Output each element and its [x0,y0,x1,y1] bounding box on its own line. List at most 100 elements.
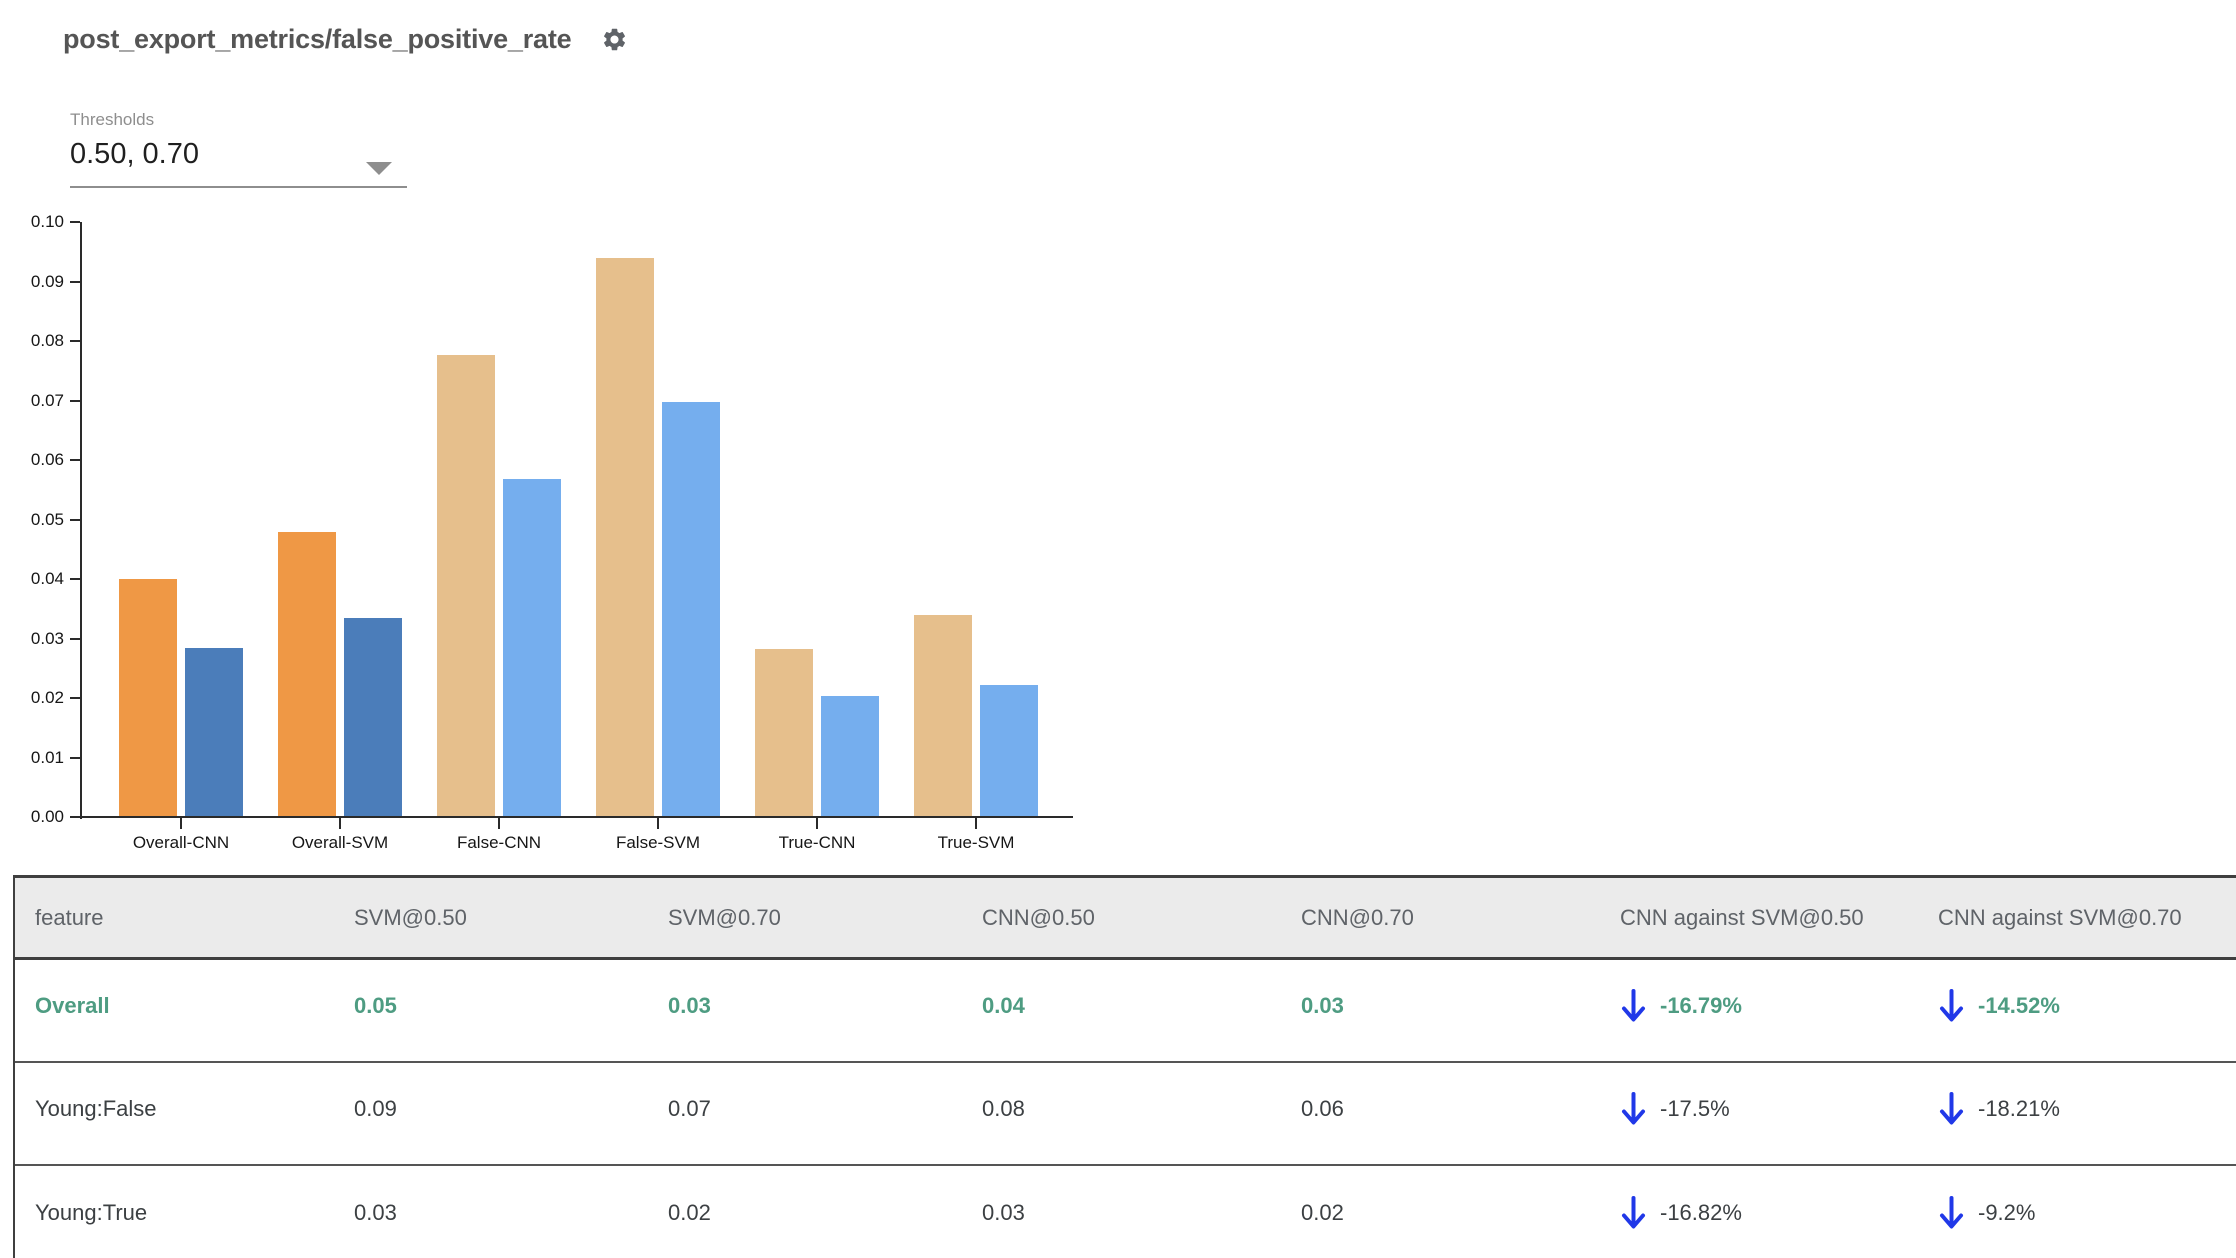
table-row-overall[interactable]: Overall 0.05 0.03 0.04 0.03 -16.79% -14.… [15,960,2236,1063]
column-header-feature: feature [35,904,104,930]
table-header-row: feature SVM@0.50 SVM@0.70 CNN@0.50 CNN@0… [15,878,2236,960]
arrow-downward-icon [1622,1195,1645,1228]
y-tick-mark [70,518,80,521]
y-tick-label: 0.02 [30,688,64,707]
column-header-cnn-vs-svm-050: CNN against SVM@0.50 [1620,904,1864,930]
dropdown-underline [70,186,407,188]
feature-cell: Young:True [35,1199,148,1225]
bar-False-CNN-threshold-0.50[interactable] [437,355,495,816]
y-tick-label: 0.06 [30,450,64,469]
arrow-downward-icon [1622,1091,1645,1124]
y-tick-mark [70,340,80,342]
delta-cell: -17.5% [1620,1091,1938,1127]
bar-True-SVM-threshold-0.50[interactable] [914,615,972,816]
delta-cell: -16.82% [1620,1195,1938,1231]
delta-cell: -9.2% [1938,1195,2236,1231]
thresholds-label: Thresholds [70,110,155,129]
y-tick-label: 0.10 [30,212,64,231]
x-tick-label-False-CNN: False-CNN [456,833,542,852]
value-cell: 0.08 [982,1095,1025,1121]
x-tick-mark [657,818,659,829]
x-tick-mark [339,818,341,829]
y-tick-mark [70,459,80,461]
y-tick-mark [70,697,80,699]
column-header-cnn-vs-svm-070: CNN against SVM@0.70 [1938,904,2182,930]
value-cell: 0.03 [1301,992,1344,1018]
y-tick-label: 0.04 [30,569,64,588]
value-cell: 0.07 [668,1095,711,1121]
page-title: post_export_metrics/false_positive_rate [63,24,572,54]
thresholds-select[interactable]: Thresholds 0.50, 0.70 [70,110,407,190]
y-tick-mark [70,756,80,759]
arrow-downward-icon [1940,1195,1963,1228]
x-axis-line [80,816,1073,818]
y-axis-line [80,222,82,819]
bar-Overall-SVM-threshold-0.70[interactable] [344,618,402,816]
delta-cell: -18.21% [1938,1091,2236,1127]
bar-False-CNN-threshold-0.70[interactable] [503,479,561,816]
bar-True-SVM-threshold-0.70[interactable] [980,685,1038,816]
value-cell: 0.02 [1301,1199,1344,1225]
y-tick-label: 0.03 [30,628,64,648]
y-tick-label: 0.00 [30,807,64,826]
bar-True-CNN-threshold-0.50[interactable] [755,649,813,816]
column-header-cnn-050: CNN@0.50 [982,904,1095,930]
delta-cell: -14.52% [1938,988,2236,1024]
bar-True-CNN-threshold-0.70[interactable] [821,696,879,816]
value-cell: 0.03 [668,992,711,1018]
delta-value: -14.52% [1978,992,2060,1018]
column-header-cnn-070: CNN@0.70 [1301,904,1414,930]
y-tick-label: 0.09 [30,271,64,291]
y-tick-mark [70,578,80,580]
value-cell: 0.06 [1301,1095,1344,1121]
value-cell: 0.03 [982,1199,1025,1225]
metric-header: post_export_metrics/false_positive_rate [63,24,628,55]
delta-value: -17.5% [1660,1095,1730,1121]
value-cell: 0.04 [982,992,1025,1018]
arrow-downward-icon [1622,988,1645,1021]
metrics-table: feature SVM@0.50 SVM@0.70 CNN@0.50 CNN@0… [13,875,2236,1258]
delta-value: -16.79% [1660,992,1742,1018]
table-row-young-true[interactable]: Young:True 0.03 0.02 0.03 0.02 -16.82% -… [15,1166,2236,1258]
delta-value: -9.2% [1978,1199,2036,1225]
value-cell: 0.05 [354,992,397,1018]
x-tick-mark [975,818,977,829]
thresholds-value: 0.50, 0.70 [70,138,199,170]
x-tick-label-Overall-SVM: Overall-SVM [291,833,389,852]
value-cell: 0.09 [354,1095,397,1121]
column-header-svm-050: SVM@0.50 [354,904,467,930]
value-cell: 0.03 [354,1199,397,1225]
y-tick-label: 0.01 [30,747,64,767]
y-tick-mark [70,221,80,223]
bar-Overall-SVM-threshold-0.50[interactable] [278,532,336,816]
table-row-young-false[interactable]: Young:False 0.09 0.07 0.08 0.06 -17.5% -… [15,1063,2236,1166]
delta-value: -18.21% [1978,1095,2060,1121]
value-cell: 0.02 [668,1199,711,1225]
x-tick-mark [498,818,500,829]
feature-cell: Overall [35,992,110,1018]
caret-down-icon[interactable] [366,162,392,175]
bar-False-SVM-threshold-0.50[interactable] [596,258,654,816]
bar-False-SVM-threshold-0.70[interactable] [662,402,720,816]
y-tick-label: 0.08 [30,331,64,350]
y-tick-label: 0.07 [30,390,64,410]
y-tick-mark [70,399,80,402]
bar-Overall-CNN-threshold-0.70[interactable] [185,648,243,816]
y-tick-mark [70,637,80,640]
settings-icon[interactable] [601,26,628,53]
bar-chart: 0.00 0.01 0.02 0.03 0.04 0.05 0.06 0.07 0.08 0.09… [0,0,1200,880]
x-tick-label-True-SVM: True-SVM [937,833,1015,852]
x-tick-mark [180,818,182,829]
arrow-downward-icon [1940,1091,1963,1124]
column-header-svm-070: SVM@0.70 [668,904,781,930]
y-tick-label: 0.05 [30,509,64,529]
x-tick-label-Overall-CNN: Overall-CNN [132,833,230,852]
x-tick-mark [816,818,818,829]
y-tick-mark [70,816,80,818]
delta-value: -16.82% [1660,1199,1742,1225]
y-tick-mark [70,280,80,283]
feature-cell: Young:False [35,1095,157,1121]
bar-Overall-CNN-threshold-0.50[interactable] [119,579,177,816]
x-tick-label-False-SVM: False-SVM [615,833,701,852]
